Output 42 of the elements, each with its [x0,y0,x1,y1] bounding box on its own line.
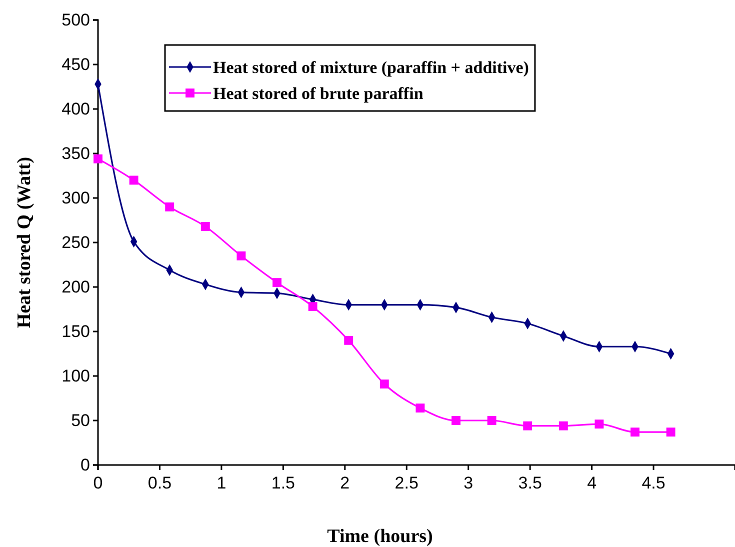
y-tick-label: 100 [62,366,90,386]
y-tick-label: 150 [62,322,90,341]
x-axis-title: Time (hours) [327,526,433,547]
point [666,428,676,437]
point [272,278,282,288]
x-tick-label: 0.5 [148,473,172,492]
x-tick-label: 2.5 [394,473,418,492]
y-tick-label: 500 [62,10,90,30]
point [129,176,138,185]
point [487,416,496,425]
point [452,416,460,425]
x-tick-label: 4.5 [642,473,666,492]
point [344,336,354,345]
legend-label: Heat stored of brute paraffin [213,84,424,103]
x-tick-label: 4 [587,473,597,492]
x-tick-label: 2 [340,473,350,492]
y-tick-label: 300 [62,188,90,208]
x-tick-label: 1 [216,473,226,492]
x-tick-label: 0 [93,473,103,492]
point [558,421,568,430]
point [523,421,532,430]
point [594,420,604,429]
point [630,428,640,437]
legend-label: Heat stored of mixture (paraffin + additive) [213,58,529,77]
x-tick-label: 3.5 [518,473,542,492]
y-axis-title: Heat stored Q (Watt) [14,156,35,328]
point [308,302,318,312]
y-tick-label: 250 [62,232,90,252]
x-tick-label: 3 [464,473,474,492]
point [236,251,246,260]
y-tick-label: 400 [62,99,90,118]
x-tick-label: 1.5 [271,473,295,492]
point [200,222,210,231]
y-tick-label: 350 [62,144,90,163]
point [380,380,389,388]
point [94,154,102,164]
point [165,202,174,212]
y-tick-label: 450 [62,54,90,74]
y-tick-label: 200 [62,277,90,296]
point [416,404,425,413]
y-tick-label: 0 [80,455,90,474]
y-tick-label: 50 [71,410,90,430]
